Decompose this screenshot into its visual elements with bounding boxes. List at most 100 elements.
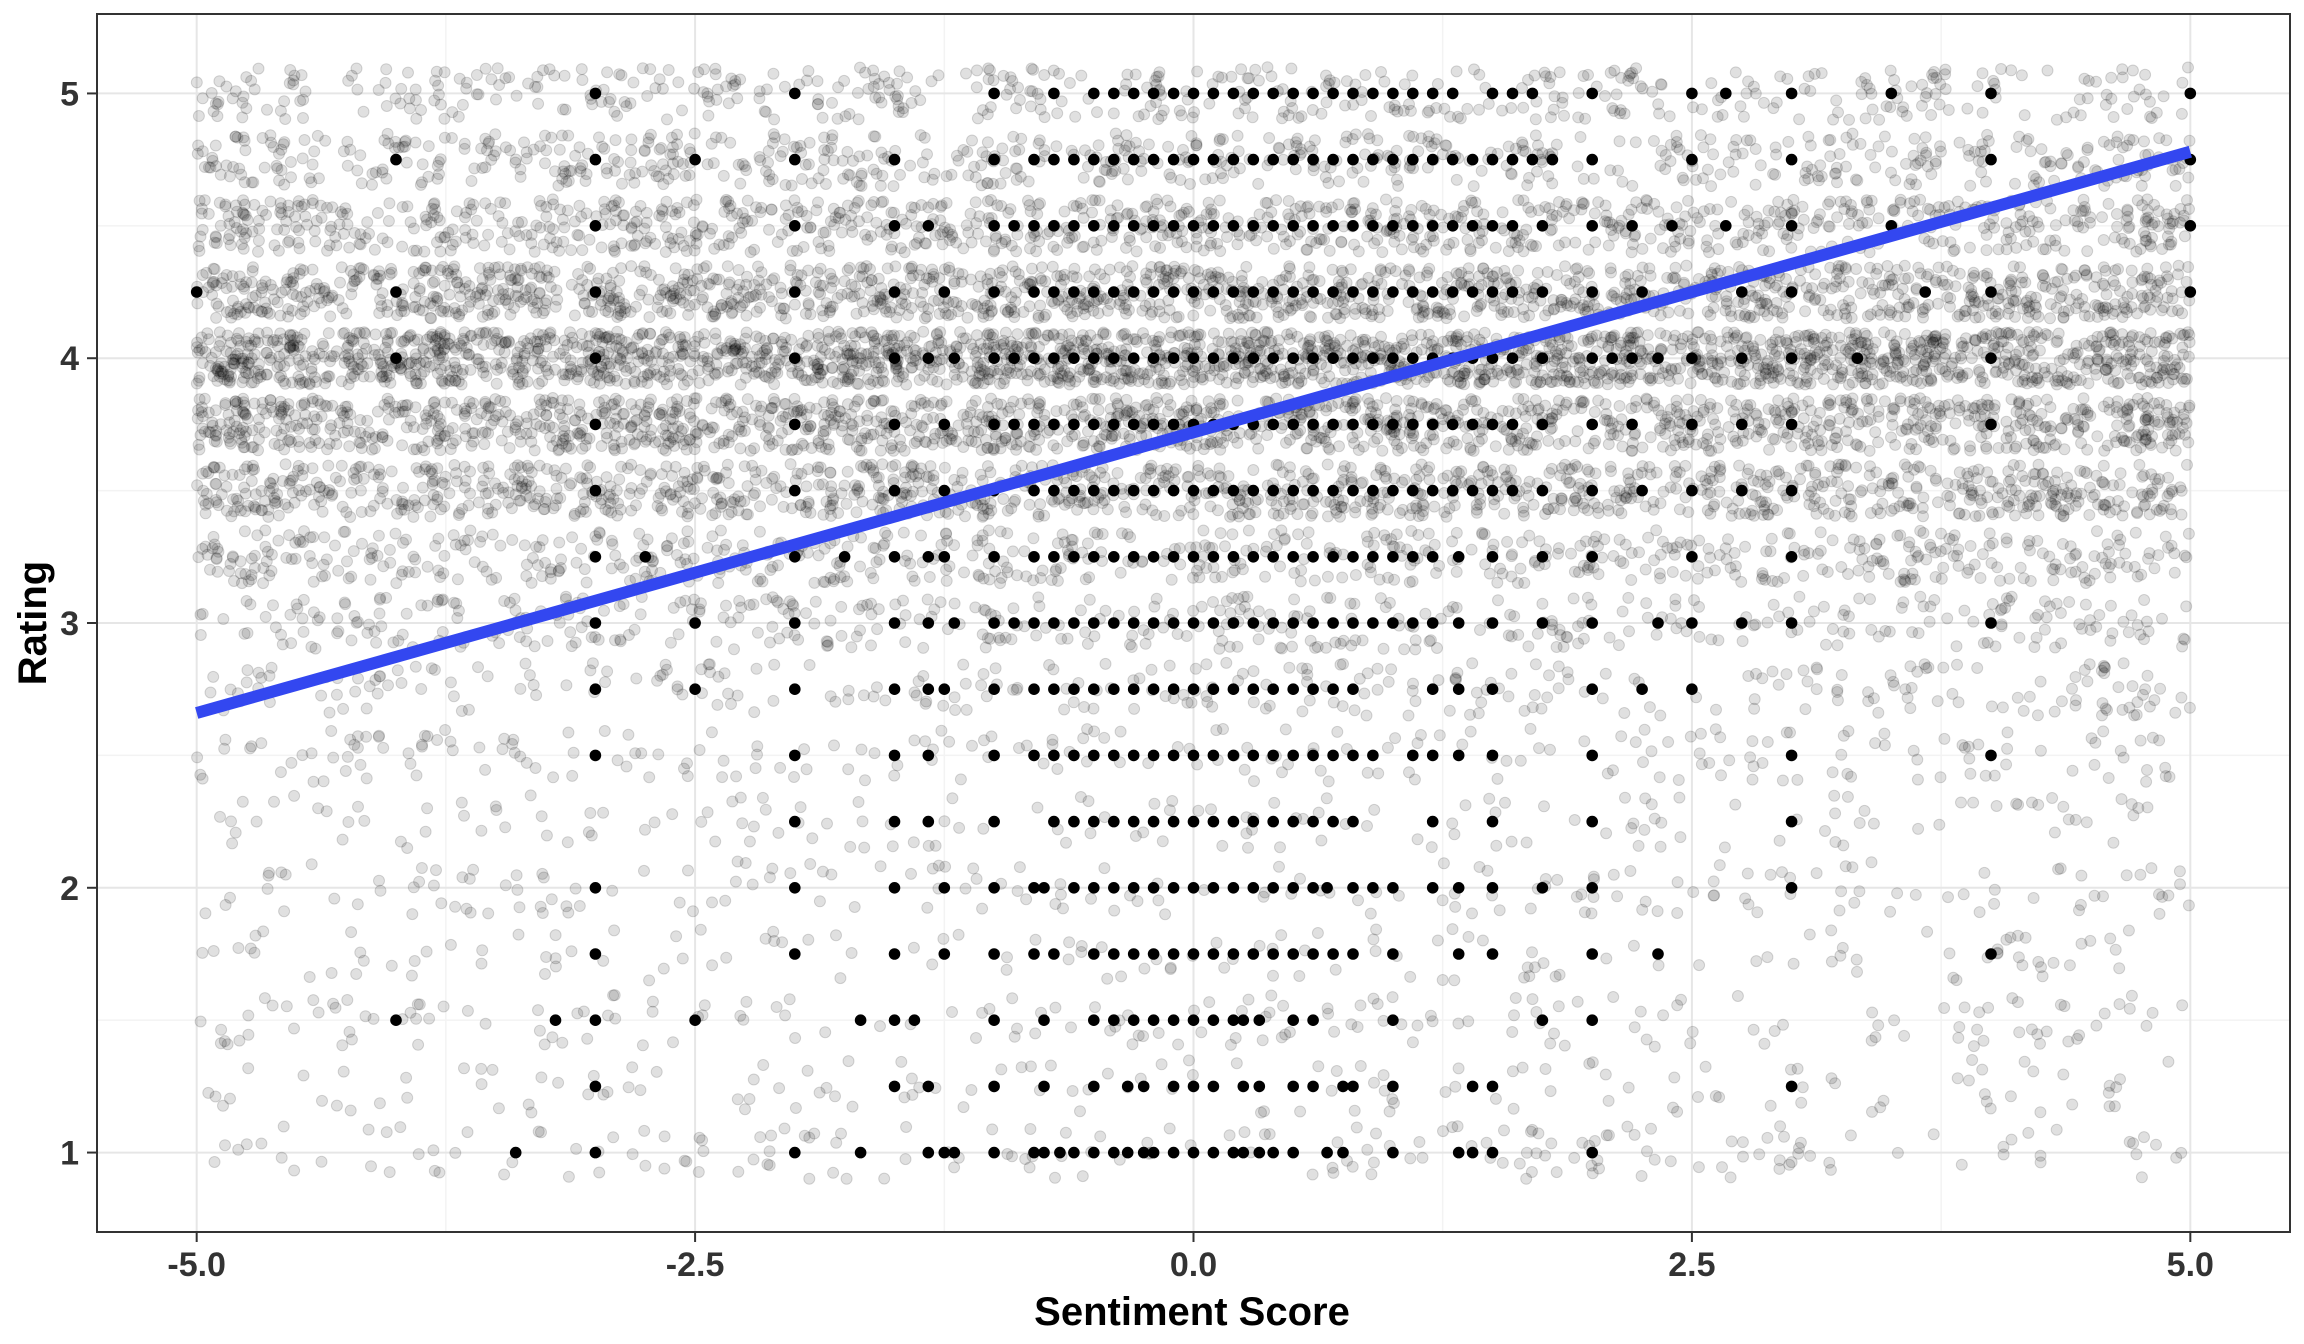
jitter-point — [1308, 574, 1321, 587]
jitter-point — [1498, 1124, 1510, 1137]
jitter-point — [2012, 951, 2025, 964]
jitter-point — [1148, 797, 1161, 810]
jitter-point — [1513, 1157, 1526, 1170]
jitter-point — [303, 971, 316, 983]
jitter-point — [1074, 1105, 1086, 1118]
jitter-point — [1672, 774, 1685, 786]
jitter-point — [1716, 1161, 1728, 1174]
jitter-point — [917, 670, 930, 682]
jitter-point — [976, 902, 989, 915]
jitter-point — [784, 867, 797, 880]
jitter-point — [219, 1139, 231, 1152]
jitter-point — [1600, 952, 1613, 965]
jitter-point — [967, 862, 980, 875]
jitter-point — [1793, 590, 1806, 603]
jitter-point — [1065, 1021, 1077, 1034]
jitter-point — [2054, 862, 2067, 875]
jitter-point — [1409, 695, 1422, 708]
jitter-point — [2084, 624, 2097, 636]
jitter-point — [196, 772, 209, 785]
jitter-point — [451, 573, 464, 586]
jitter-point — [1974, 572, 1987, 584]
jitter-point — [284, 608, 297, 621]
jitter-point — [952, 503, 965, 516]
jitter-point — [1794, 1136, 1807, 1149]
jitter-point — [1747, 1023, 1760, 1036]
jitter-point — [1648, 554, 1661, 567]
jitter-point — [2138, 1131, 2150, 1144]
jitter-point — [1772, 394, 1785, 407]
jitter-point — [1904, 702, 1917, 715]
jitter-point — [1761, 1131, 1774, 1144]
jitter-point — [1883, 625, 1896, 638]
jitter-point — [1910, 480, 1923, 493]
jitter-point — [1320, 792, 1333, 805]
jitter-point — [444, 938, 457, 951]
jitter-point — [935, 724, 948, 737]
jitter-point — [1996, 701, 2009, 714]
jitter-point — [1756, 495, 1768, 508]
jitter-point — [1967, 615, 1980, 628]
jitter-point — [545, 893, 558, 906]
jitter-point — [881, 529, 894, 542]
jitter-point — [1653, 771, 1666, 784]
jitter-point — [208, 1156, 221, 1168]
jitter-point — [1870, 537, 1883, 550]
jitter-point — [749, 762, 762, 775]
jitter-point — [1835, 669, 1848, 681]
jitter-point — [272, 509, 285, 522]
jitter-point — [1682, 506, 1695, 519]
jitter-point — [1636, 441, 1649, 454]
jitter-point — [694, 923, 707, 936]
jitter-point — [1791, 773, 1804, 786]
jitter-point — [2058, 1000, 2071, 1013]
jitter-point — [1601, 414, 1614, 427]
jitter-point — [2000, 536, 2013, 549]
jitter-point — [888, 769, 901, 782]
jitter-point — [1361, 495, 1374, 508]
jitter-point — [605, 398, 618, 411]
jitter-point — [1924, 541, 1937, 554]
jitter-point — [2034, 675, 2047, 688]
jitter-point — [277, 1120, 290, 1133]
jitter-point — [2168, 566, 2181, 579]
jitter-point — [854, 560, 866, 573]
jitter-point — [1063, 496, 1076, 509]
jitter-point — [1226, 592, 1239, 604]
jitter-point — [1520, 422, 1533, 435]
jitter-point — [1746, 773, 1759, 786]
jitter-point — [2142, 552, 2155, 565]
jitter-point — [1329, 963, 1342, 976]
jitter-point — [1543, 467, 1556, 479]
jitter-point — [1265, 989, 1278, 1002]
jitter-point — [344, 733, 357, 746]
jitter-point — [232, 1143, 245, 1156]
jitter-point — [1675, 993, 1687, 1006]
jitter-point — [1242, 508, 1255, 521]
jitter-point — [1679, 569, 1692, 582]
jitter-point — [1709, 1090, 1722, 1102]
jitter-point — [630, 672, 643, 685]
jitter-point — [409, 660, 422, 673]
jitter-point — [1765, 532, 1778, 545]
jitter-point — [2156, 612, 2168, 625]
jitter-point — [492, 1102, 505, 1115]
jitter-point — [1766, 665, 1779, 678]
jitter-point — [2152, 416, 2165, 428]
jitter-point — [1294, 872, 1306, 885]
jitter-point — [1348, 704, 1361, 717]
jitter-point — [1449, 1080, 1462, 1093]
jitter-point — [812, 461, 824, 474]
jitter-point — [336, 1039, 349, 1052]
jitter-point — [1462, 1015, 1475, 1028]
jitter-point — [336, 833, 349, 846]
jitter-point — [560, 900, 573, 913]
jitter-point — [1331, 1136, 1344, 1149]
jitter-point — [2032, 955, 2045, 968]
jitter-point — [1785, 1156, 1798, 1169]
jitter-point — [710, 396, 722, 409]
jitter-point — [1164, 963, 1177, 975]
jitter-point — [1505, 835, 1518, 848]
jitter-point — [879, 694, 892, 707]
jitter-point — [695, 663, 708, 676]
